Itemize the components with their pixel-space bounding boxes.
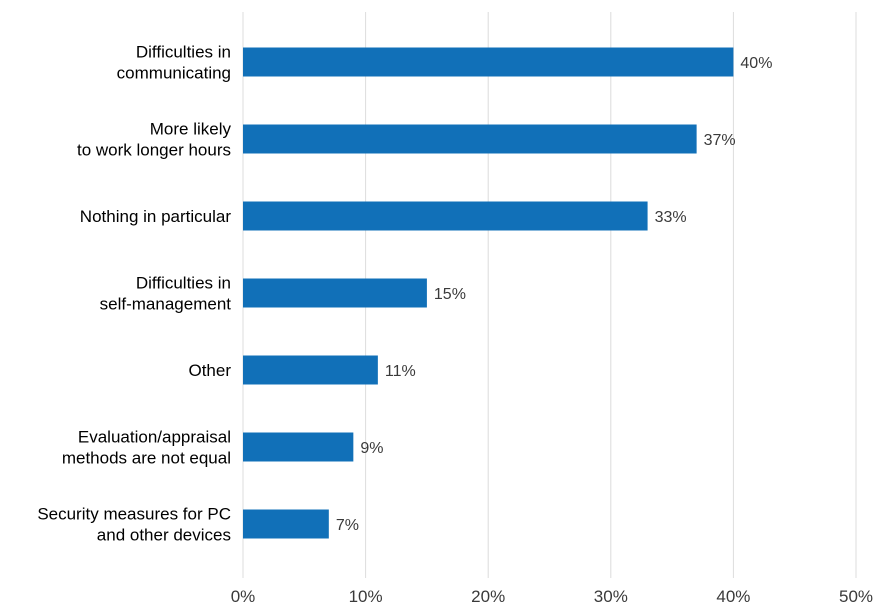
bar (243, 355, 378, 385)
category-label: Other (188, 361, 231, 380)
bar (243, 509, 329, 539)
x-tick-label: 10% (349, 587, 383, 605)
category-label: methods are not equal (62, 449, 231, 468)
data-label: 33% (655, 209, 687, 226)
bar (243, 47, 734, 77)
labels: 0% 10% 20% 30% 40% 50% 40% Difficulties in commu… (37, 43, 873, 605)
x-tick-label: 50% (839, 587, 873, 605)
gridlines (242, 12, 857, 578)
category-label: Difficulties in (136, 43, 231, 62)
category-label: Nothing in particular (80, 207, 232, 226)
category-label: More likely (150, 120, 232, 139)
category-label: and other devices (97, 526, 231, 545)
bar (243, 201, 648, 231)
bars (243, 47, 734, 539)
data-label: 9% (360, 440, 383, 457)
x-tick-label: 30% (594, 587, 628, 605)
category-label: Evaluation/appraisal (78, 428, 231, 447)
data-label: 7% (336, 517, 359, 534)
category-label: Difficulties in (136, 274, 231, 293)
data-label: 40% (740, 55, 772, 72)
category-label: self-management (100, 295, 232, 314)
x-tick-label: 40% (716, 587, 750, 605)
data-label: 37% (704, 132, 736, 149)
category-label: communicating (117, 64, 231, 83)
category-label: Security measures for PC (37, 505, 231, 524)
x-tick-label: 0% (231, 587, 256, 605)
category-label: to work longer hours (77, 141, 231, 160)
data-label: 15% (434, 286, 466, 303)
bar (243, 124, 697, 154)
bar (243, 278, 427, 308)
bar (243, 432, 354, 462)
data-label: 11% (385, 363, 416, 380)
x-tick-label: 20% (471, 587, 505, 605)
